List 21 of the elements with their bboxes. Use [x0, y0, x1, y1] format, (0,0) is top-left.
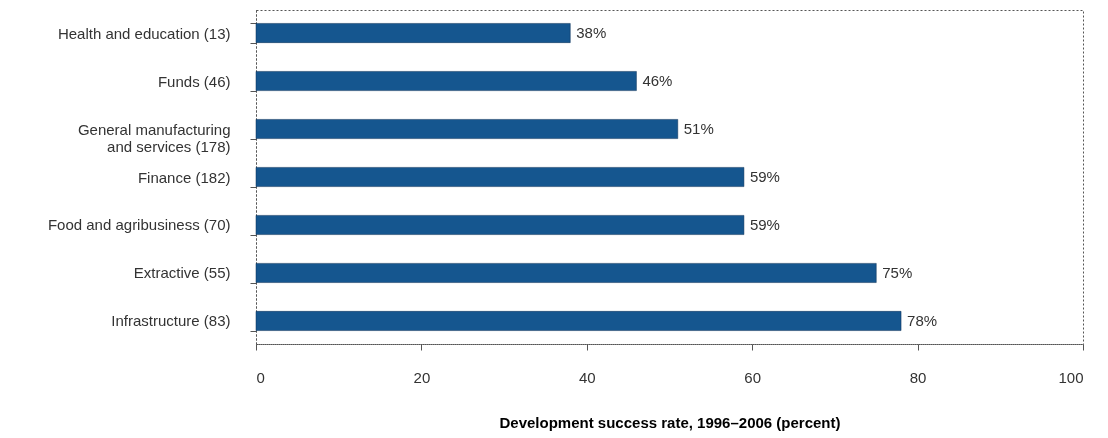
- y-tick-label: Infrastructure (83): [111, 312, 231, 330]
- x-tick-label: 100: [1058, 368, 1084, 386]
- x-tick-label: 40: [578, 368, 596, 386]
- y-tick-label: Extractive (55): [133, 264, 231, 282]
- x-tick-label: 20: [413, 368, 431, 386]
- x-tick-label: 60: [744, 368, 762, 386]
- y-tick-label: Finance (182): [137, 168, 231, 186]
- data-label: 78%: [907, 311, 938, 329]
- x-axis-title: Development success rate, 1996–2006 (percent): [499, 413, 841, 431]
- data-label: 59%: [749, 215, 780, 233]
- y-tick-label: Health and education (13): [57, 24, 231, 42]
- data-label: 38%: [576, 24, 607, 42]
- data-label: 75%: [882, 263, 913, 281]
- y-tick-label: Funds (46): [157, 72, 231, 90]
- data-label: 59%: [749, 168, 780, 185]
- data-label: 46%: [642, 72, 673, 90]
- y-tick-label: General manufacturing and services (178): [77, 120, 231, 155]
- y-tick-label: Food and agribusiness (70): [47, 216, 231, 234]
- x-tick-label: 80: [909, 368, 927, 386]
- x-tick-label: 0: [256, 368, 265, 386]
- data-label: 51%: [683, 120, 714, 138]
